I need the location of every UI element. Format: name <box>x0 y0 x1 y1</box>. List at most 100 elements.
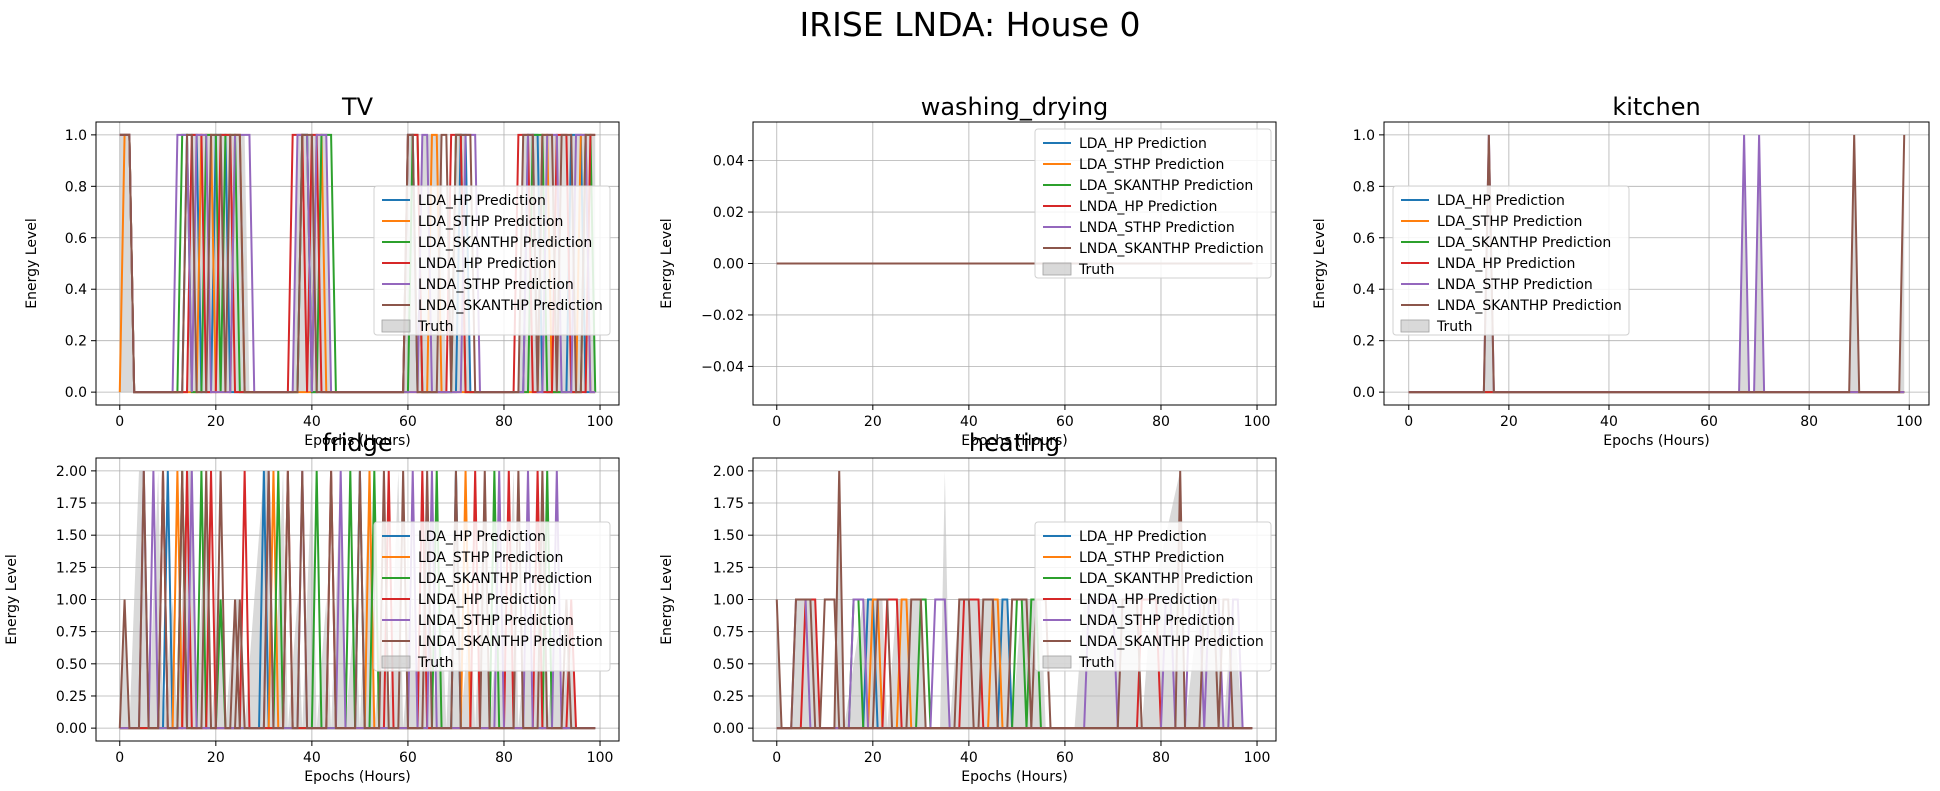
y-tick-label: 2.00 <box>56 464 87 480</box>
x-tick-label: 0 <box>772 414 781 430</box>
y-tick-label: 1.50 <box>56 528 87 544</box>
legend-label: LDA_SKANTHP Prediction <box>1437 235 1611 251</box>
y-tick-label: 0.00 <box>56 721 87 737</box>
x-tick-label: 80 <box>495 414 513 430</box>
legend-label: LNDA_SKANTHP Prediction <box>1437 298 1622 314</box>
legend: LDA_HP Prediction LDA_STHP Prediction LDA_… <box>373 521 611 672</box>
x-tick-label: 100 <box>587 414 614 430</box>
x-tick-label: 0 <box>115 414 124 430</box>
series-line-lda-sthp <box>776 598 1253 730</box>
x-tick-label: 80 <box>1152 414 1170 430</box>
legend-box <box>373 521 611 672</box>
chart-panel-washing-drying: 0 20 40 60 80 100 −0.04 −0.02 0.00 0.02 0.04 washin… <box>659 93 1277 449</box>
truth-area <box>119 470 596 729</box>
x-tick-label: 80 <box>1800 414 1818 430</box>
legend: LDA_HP Prediction LDA_STHP Prediction LDA_… <box>373 185 611 336</box>
x-tick-label: 0 <box>1404 414 1413 430</box>
x-tick-label: 60 <box>399 750 417 766</box>
legend-label: LNDA_HP Prediction <box>418 256 556 272</box>
y-tick-label: 0.50 <box>56 657 87 673</box>
x-tick-label: 40 <box>960 750 978 766</box>
legend-label: LDA_SKANTHP Prediction <box>1079 178 1253 194</box>
legend-label: LNDA_STHP Prediction <box>1437 277 1593 293</box>
y-tick-label: 0.2 <box>65 334 87 350</box>
legend-label: LNDA_STHP Prediction <box>1079 220 1235 236</box>
y-tick-label: 2.00 <box>713 464 744 480</box>
legend-label: LDA_STHP Prediction <box>418 214 563 230</box>
legend-swatch-truth <box>1042 262 1072 276</box>
truth-area <box>1408 134 1905 393</box>
y-tick-label: 1.00 <box>713 593 744 609</box>
x-tick-label: 100 <box>1244 414 1271 430</box>
chart-title: heating <box>969 429 1060 457</box>
x-axis-label: Epochs (Hours) <box>961 433 1068 449</box>
legend-label: LDA_HP Prediction <box>1079 136 1207 152</box>
x-tick-label: 20 <box>207 750 225 766</box>
legend-label: LDA_STHP Prediction <box>1437 214 1582 230</box>
legend-label: LNDA_SKANTHP Prediction <box>1079 634 1264 650</box>
x-tick-label: 0 <box>772 750 781 766</box>
legend-label: LNDA_SKANTHP Prediction <box>1079 241 1264 257</box>
legend-label: LNDA_HP Prediction <box>1079 199 1217 215</box>
y-tick-label: −0.02 <box>701 308 744 324</box>
legend-label: LDA_STHP Prediction <box>1079 550 1224 566</box>
legend: LDA_HP Prediction LDA_STHP Prediction LDA_… <box>1034 521 1272 672</box>
y-tick-label: 1.0 <box>65 128 87 144</box>
legend-label: LNDA_HP Prediction <box>1437 256 1575 272</box>
chart-title: kitchen <box>1612 93 1700 121</box>
y-tick-label: 0.0 <box>1353 385 1375 401</box>
y-tick-label: 1.50 <box>713 528 744 544</box>
y-tick-label: 0.75 <box>713 625 744 641</box>
legend-label: LDA_SKANTHP Prediction <box>418 235 592 251</box>
y-tick-label: 0.25 <box>56 689 87 705</box>
x-tick-label: 80 <box>1152 750 1170 766</box>
y-tick-label: 0.4 <box>65 282 87 298</box>
x-tick-label: 20 <box>864 750 882 766</box>
legend-label: Truth <box>1436 319 1473 335</box>
legend-box <box>1034 128 1272 279</box>
y-tick-label: 1.25 <box>713 560 744 576</box>
y-tick-label: 0.8 <box>1353 179 1375 195</box>
chart-title: washing_drying <box>921 93 1109 121</box>
legend-label: LDA_HP Prediction <box>418 193 546 209</box>
y-tick-label: 1.25 <box>56 560 87 576</box>
legend-label: Truth <box>1078 262 1115 278</box>
legend-label: LDA_SKANTHP Prediction <box>418 571 592 587</box>
x-tick-label: 40 <box>303 750 321 766</box>
x-tick-label: 60 <box>1700 414 1718 430</box>
x-tick-label: 80 <box>495 750 513 766</box>
x-tick-label: 20 <box>1500 414 1518 430</box>
x-axis-label: Epochs (Hours) <box>304 433 411 449</box>
legend-label: LNDA_STHP Prediction <box>1079 613 1235 629</box>
legend-label: LDA_HP Prediction <box>1437 193 1565 209</box>
legend-swatch-truth <box>381 655 411 669</box>
series-line-lnda-skanthp <box>775 598 1253 730</box>
y-tick-label: 0.00 <box>713 257 744 273</box>
x-tick-label: 100 <box>1244 750 1271 766</box>
y-tick-label: 0.04 <box>713 154 744 170</box>
legend-swatch-truth <box>1042 655 1072 669</box>
legend-label: LDA_STHP Prediction <box>1079 157 1224 173</box>
legend-label: LNDA_SKANTHP Prediction <box>418 298 603 314</box>
y-axis-label: Energy Level <box>1312 218 1328 308</box>
y-tick-label: 1.75 <box>56 496 87 512</box>
chart-panel-fridge: 0 20 40 60 80 100 0.00 0.25 0.50 0.75 1.00 1.25 1.50… <box>4 429 620 785</box>
axes-frame <box>1383 121 1930 406</box>
y-axis-label: Energy Level <box>4 554 20 644</box>
y-tick-label: −0.04 <box>701 359 744 375</box>
y-tick-label: 0.50 <box>713 657 744 673</box>
legend-label: LNDA_HP Prediction <box>418 592 556 608</box>
x-tick-label: 20 <box>864 414 882 430</box>
chart-title: fridge <box>322 429 392 457</box>
x-tick-label: 100 <box>1896 414 1923 430</box>
x-tick-label: 20 <box>207 414 225 430</box>
legend-label: LNDA_STHP Prediction <box>418 277 574 293</box>
legend-label: LDA_HP Prediction <box>418 529 546 545</box>
legend-label: LDA_HP Prediction <box>1079 529 1207 545</box>
x-tick-label: 0 <box>115 750 124 766</box>
y-tick-label: 1.0 <box>1353 128 1375 144</box>
y-axis-label: Energy Level <box>659 218 675 308</box>
y-tick-label: 0.00 <box>713 721 744 737</box>
y-tick-label: 0.4 <box>1353 282 1375 298</box>
